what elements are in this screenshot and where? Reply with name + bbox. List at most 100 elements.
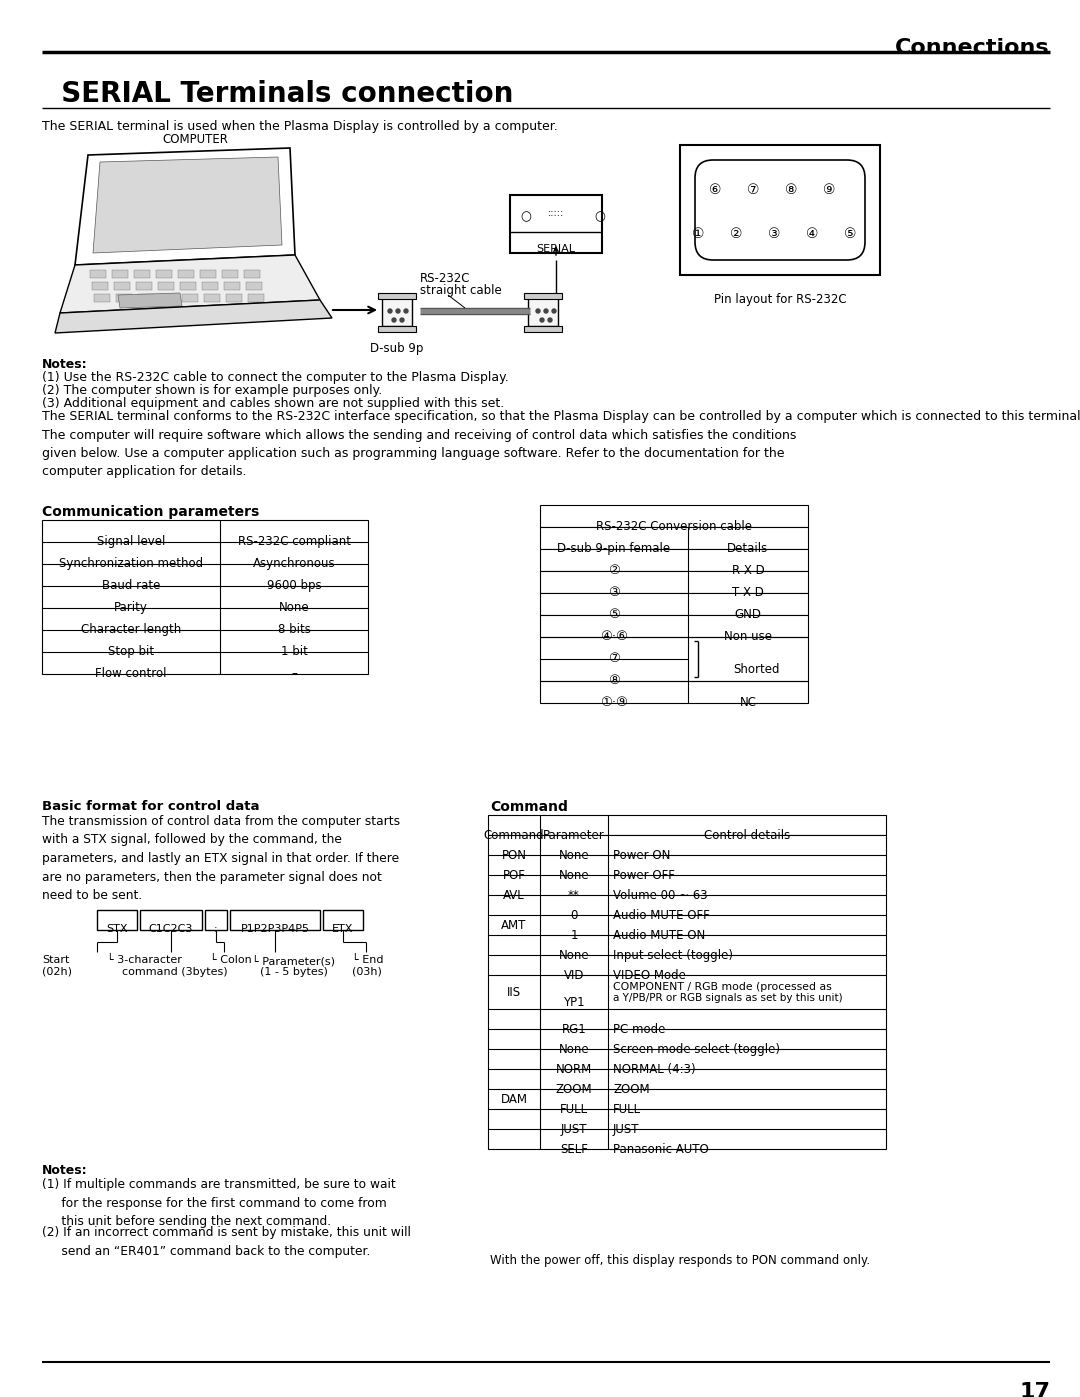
Text: :::::: :::::	[548, 208, 564, 218]
Text: Asynchronous: Asynchronous	[253, 557, 335, 570]
Text: Parity: Parity	[114, 601, 148, 615]
Bar	[540, 549, 808, 571]
Polygon shape	[118, 293, 183, 307]
Polygon shape	[180, 282, 195, 291]
Polygon shape	[248, 293, 264, 302]
Text: The transmission of control data from the computer starts
with a STX signal, fol: The transmission of control data from th…	[42, 814, 400, 902]
Text: Control details: Control details	[704, 828, 791, 842]
Text: SELF: SELF	[561, 1143, 588, 1155]
Text: PON: PON	[501, 849, 527, 862]
Polygon shape	[90, 270, 106, 278]
Text: RS-232C: RS-232C	[420, 272, 471, 285]
Text: SERIAL: SERIAL	[537, 244, 576, 254]
Text: command (3bytes): command (3bytes)	[122, 967, 228, 977]
Text: ⑨: ⑨	[823, 183, 835, 197]
Text: ⑦: ⑦	[608, 652, 620, 665]
Bar	[488, 835, 886, 1148]
Text: Communication parameters: Communication parameters	[42, 504, 259, 520]
Circle shape	[544, 309, 548, 313]
Text: POF: POF	[502, 869, 526, 882]
Bar	[42, 520, 368, 673]
Text: 8 bits: 8 bits	[278, 623, 310, 636]
Text: NORMAL (4:3): NORMAL (4:3)	[613, 1063, 696, 1076]
Polygon shape	[60, 256, 320, 313]
Polygon shape	[222, 270, 238, 278]
Text: Audio MUTE OFF: Audio MUTE OFF	[613, 909, 710, 922]
Text: Stop bit: Stop bit	[108, 645, 154, 658]
Text: The SERIAL terminal is used when the Plasma Display is controlled by a computer.: The SERIAL terminal is used when the Pla…	[42, 120, 557, 133]
Text: Shorted: Shorted	[732, 664, 780, 676]
Polygon shape	[114, 282, 130, 291]
Text: STX: STX	[106, 923, 127, 935]
Circle shape	[540, 319, 544, 321]
Polygon shape	[244, 270, 260, 278]
Text: YP1: YP1	[563, 996, 584, 1009]
Bar	[510, 196, 602, 253]
Text: Notes:: Notes:	[42, 1164, 87, 1178]
Text: Input select (toggle): Input select (toggle)	[613, 949, 733, 963]
Circle shape	[400, 319, 404, 321]
Text: a Y/PB/PR or RGB signals as set by this unit): a Y/PB/PR or RGB signals as set by this …	[613, 993, 842, 1003]
Text: C1C2C3: C1C2C3	[149, 923, 193, 935]
Text: ⑦: ⑦	[746, 183, 759, 197]
Circle shape	[404, 309, 408, 313]
Bar	[540, 527, 808, 549]
Polygon shape	[156, 270, 172, 278]
Bar	[528, 296, 558, 326]
Text: VIDEO Mode: VIDEO Mode	[613, 970, 686, 982]
Text: ⑤: ⑤	[843, 226, 856, 242]
Text: PC mode: PC mode	[613, 1023, 665, 1037]
Text: Power ON: Power ON	[613, 849, 671, 862]
Text: 1: 1	[570, 929, 578, 942]
Text: ETX: ETX	[333, 923, 353, 935]
Text: (1) Use the RS-232C cable to connect the computer to the Plasma Display.: (1) Use the RS-232C cable to connect the…	[42, 372, 509, 384]
Text: ZOOM: ZOOM	[613, 1083, 650, 1097]
Bar	[230, 909, 320, 930]
Polygon shape	[200, 270, 216, 278]
Bar	[524, 293, 562, 299]
Text: (1 - 5 bytes): (1 - 5 bytes)	[260, 967, 328, 977]
Text: Start: Start	[42, 956, 69, 965]
Polygon shape	[178, 270, 194, 278]
Bar	[205, 909, 227, 930]
Polygon shape	[158, 282, 174, 291]
Text: 0: 0	[570, 909, 578, 922]
Polygon shape	[93, 156, 282, 253]
Bar	[97, 909, 137, 930]
Bar	[540, 592, 808, 615]
Text: The SERIAL terminal conforms to the RS-232C interface specification, so that the: The SERIAL terminal conforms to the RS-2…	[42, 409, 1080, 479]
Text: straight cable: straight cable	[420, 284, 502, 298]
Text: Audio MUTE ON: Audio MUTE ON	[613, 929, 705, 942]
Bar	[323, 909, 363, 930]
Text: ③: ③	[608, 585, 620, 599]
Text: Connections: Connections	[895, 38, 1050, 59]
Text: ⑥: ⑥	[708, 183, 721, 197]
Text: NORM: NORM	[556, 1063, 592, 1076]
Polygon shape	[134, 270, 150, 278]
Text: Synchronization method: Synchronization method	[59, 557, 203, 570]
Text: Details: Details	[727, 542, 769, 555]
Polygon shape	[204, 293, 220, 302]
Text: ⑤: ⑤	[608, 608, 620, 622]
Text: ④·⑥: ④·⑥	[600, 630, 627, 643]
Text: Pin layout for RS-232C: Pin layout for RS-232C	[714, 293, 847, 306]
Circle shape	[396, 309, 400, 313]
Polygon shape	[160, 293, 176, 302]
Polygon shape	[183, 293, 198, 302]
Bar	[378, 293, 416, 299]
Circle shape	[392, 319, 396, 321]
Text: Basic format for control data: Basic format for control data	[42, 800, 259, 813]
Text: JUST: JUST	[561, 1123, 588, 1136]
Text: IIS: IIS	[507, 986, 521, 999]
Text: **: **	[568, 888, 580, 902]
Polygon shape	[55, 300, 332, 332]
Text: Parameter: Parameter	[543, 828, 605, 842]
Text: P1P2P3P4P5: P1P2P3P4P5	[241, 923, 310, 935]
Text: └ Parameter(s): └ Parameter(s)	[252, 956, 335, 967]
Text: ②: ②	[608, 564, 620, 577]
Bar	[540, 504, 808, 527]
Text: GND: GND	[734, 608, 761, 622]
Text: Notes:: Notes:	[42, 358, 87, 372]
Text: Volume 00 ~ 63: Volume 00 ~ 63	[613, 888, 707, 902]
Text: Baud rate: Baud rate	[102, 578, 160, 592]
